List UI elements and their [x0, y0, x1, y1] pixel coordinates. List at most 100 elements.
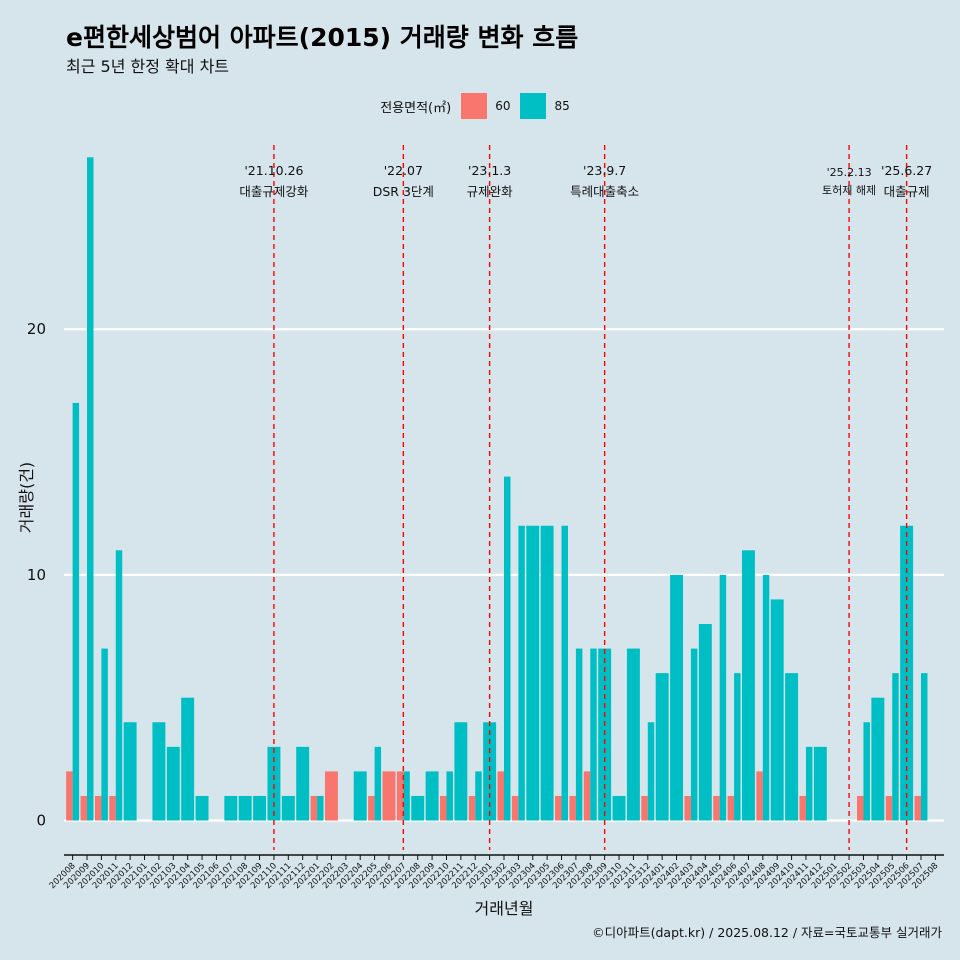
bar-60-202009 — [80, 795, 88, 821]
bar-60-202206 — [382, 771, 396, 821]
bar-85-202012 — [123, 722, 137, 821]
bar-85-202211 — [454, 722, 468, 821]
event-date-label: '22.07 — [384, 163, 423, 178]
x-axis-title: 거래년월 — [475, 899, 534, 918]
bar-60-202212 — [468, 795, 476, 821]
legend-swatch-60 — [461, 93, 488, 119]
bar-85-202105 — [195, 795, 209, 821]
bar-60-202503 — [857, 795, 864, 821]
bar-85-202305 — [540, 525, 554, 821]
legend-title: 전용면적(㎡) — [380, 100, 452, 116]
bar-60-202406 — [727, 795, 735, 821]
bar-85-202104 — [181, 697, 195, 821]
bar-85-202010 — [101, 648, 108, 821]
legend-swatch-85 — [520, 93, 547, 119]
event-name-label: DSR 3단계 — [373, 184, 434, 199]
y-tick-label: 20 — [27, 320, 46, 338]
bar-85-202303 — [518, 525, 525, 821]
bar-85-202304 — [526, 525, 540, 821]
bar-85-202503 — [863, 722, 870, 821]
bar-60-202308 — [583, 771, 591, 821]
event-date-label: '23.9.7 — [583, 163, 626, 178]
bar-60-202010 — [94, 795, 102, 821]
bar-85-202401 — [655, 673, 669, 821]
event-date-label: '25.2.13 — [827, 166, 872, 179]
bar-85-202506 — [900, 525, 914, 821]
bar-85-202302 — [504, 476, 511, 821]
event-name-label: 대출규제강화 — [239, 184, 309, 199]
bar-60-202505 — [885, 795, 893, 821]
bar-85-202307 — [575, 648, 583, 821]
bar-85-202112 — [296, 746, 310, 821]
bar-60-202403 — [684, 795, 691, 821]
bar-85-202310 — [612, 795, 626, 821]
bar-85-202109 — [253, 795, 267, 821]
bar-60-202306 — [555, 795, 562, 821]
bar-60-202202 — [324, 771, 338, 821]
bar-85-202308 — [590, 648, 597, 821]
event-date-label: '25.6.27 — [881, 163, 932, 178]
bar-85-202009 — [87, 157, 94, 821]
bar-85-202212 — [475, 771, 482, 821]
event-name-label: 특례대출축소 — [570, 184, 639, 199]
bar-85-202103 — [166, 746, 180, 821]
chart-subtitle: 최근 5년 한정 확대 차트 — [66, 57, 230, 76]
event-date-label: '21.10.26 — [244, 163, 303, 178]
event-date-label: '23.1.3 — [468, 163, 511, 178]
bar-60-202302 — [497, 771, 504, 821]
bar-85-202312 — [647, 722, 655, 821]
y-tick-label: 10 — [27, 566, 46, 584]
bar-85-202507 — [920, 673, 928, 821]
y-axis-title: 거래량(건) — [17, 462, 36, 533]
bar-85-202404 — [698, 624, 712, 821]
bar-85-202306 — [561, 525, 568, 821]
event-name-label: 토허제 해제 — [822, 183, 876, 197]
bar-60-202201 — [310, 795, 318, 821]
bar-85-202505 — [892, 673, 899, 821]
bar-85-202102 — [152, 722, 166, 821]
bar-60-202207 — [396, 771, 404, 821]
y-tick-label: 0 — [36, 812, 46, 830]
bar-85-202107 — [224, 795, 238, 821]
chart-title: e편한세상범어 아파트(2015) 거래량 변화 흐름 — [66, 23, 579, 52]
bar-60-202210 — [440, 795, 447, 821]
event-name-label: 대출규제 — [884, 184, 930, 199]
bar-85-202301 — [483, 722, 497, 821]
bar-85-202207 — [403, 771, 410, 821]
bar-85-202311 — [626, 648, 640, 821]
bar-85-202108 — [238, 795, 252, 821]
bar-85-202407 — [741, 550, 755, 821]
bar-60-202312 — [641, 795, 648, 821]
bar-60-202408 — [756, 771, 763, 821]
bar-60-202303 — [511, 795, 519, 821]
bar-85-202209 — [425, 771, 439, 821]
bar-85-202410 — [785, 673, 799, 821]
bar-85-202201 — [317, 795, 324, 821]
bar-85-202403 — [690, 648, 698, 821]
legend: 전용면적(㎡) 60 85 — [0, 93, 960, 119]
bar-60-202205 — [368, 795, 375, 821]
bar-85-202402 — [670, 574, 684, 821]
bar-85-202008 — [72, 402, 80, 821]
bar-85-202208 — [411, 795, 425, 821]
bar-85-202412 — [813, 746, 827, 821]
bar-85-202411 — [805, 746, 813, 821]
bar-85-202204 — [353, 771, 367, 821]
bar-85-202504 — [871, 697, 885, 821]
bar-85-202011 — [115, 550, 123, 821]
bar-60-202507 — [914, 795, 921, 821]
bar-60-202011 — [109, 795, 116, 821]
event-name-label: 규제완화 — [467, 184, 514, 199]
bar-60-202405 — [713, 795, 720, 821]
bar-85-202405 — [719, 574, 727, 821]
bar-85-202409 — [770, 599, 784, 821]
bar-85-202110 — [267, 746, 281, 821]
bar-85-202210 — [446, 771, 453, 821]
bar-85-202205 — [374, 746, 382, 821]
bar-60-202008 — [66, 771, 73, 821]
legend-item-60: 60 — [461, 93, 510, 119]
legend-label-85: 85 — [554, 99, 570, 113]
legend-item-85: 85 — [520, 93, 570, 119]
bar-85-202408 — [762, 574, 770, 821]
